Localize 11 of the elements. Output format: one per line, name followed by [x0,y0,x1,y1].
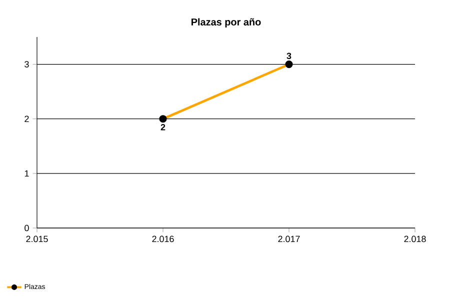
x-tick-label: 2.016 [152,236,174,242]
data-label: 3 [286,52,292,60]
y-tick-label: 3 [24,61,29,68]
y-tick-label: 2 [24,116,29,122]
chart-title: Plazas por año [192,18,261,28]
x-tick-label: 2.015 [26,236,48,242]
x-tick-label: 2.018 [404,236,426,242]
data-label: 2 [160,124,166,130]
y-tick-label: 0 [24,224,29,232]
x-tick-label: 2.017 [278,236,300,242]
y-tick-label: 1 [24,170,29,177]
